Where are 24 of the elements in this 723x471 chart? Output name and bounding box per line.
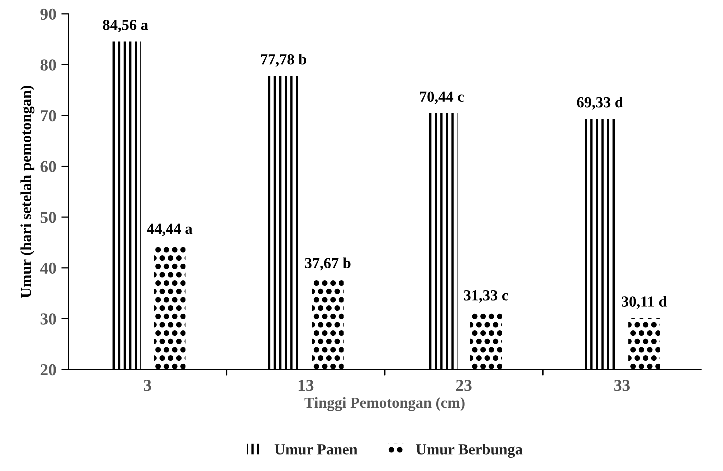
data-label: 77,78 b bbox=[261, 54, 307, 67]
y-tick-label: 60 bbox=[40, 161, 56, 172]
y-tick-label: 90 bbox=[40, 8, 56, 20]
data-label: 84,56 a bbox=[103, 20, 148, 33]
y-tick-label: 40 bbox=[40, 262, 56, 274]
legend-label: Umur Panen bbox=[274, 444, 358, 455]
y-tick-label: 30 bbox=[40, 314, 56, 325]
y-tick-label: 20 bbox=[40, 364, 56, 376]
x-axis-title: Tinggi Pemotongan (cm) bbox=[304, 397, 465, 412]
x-tick-label: 13 bbox=[298, 380, 314, 392]
y-axis-title: Umur (hari setelah pemotongan) bbox=[20, 86, 35, 298]
data-label: 31,33 c bbox=[464, 290, 508, 303]
y-tick-label: 70 bbox=[41, 110, 56, 122]
x-tick-label: 23 bbox=[456, 380, 472, 392]
data-label: 70,44 c bbox=[420, 92, 464, 104]
y-tick-label: 80 bbox=[40, 60, 56, 71]
data-label: 69,33 d bbox=[577, 96, 624, 110]
data-label: 44,44 a bbox=[147, 224, 193, 236]
data-label: 30,11 d bbox=[622, 296, 668, 310]
x-tick-label: 3 bbox=[144, 380, 152, 392]
data-label: 37,67 b bbox=[305, 258, 351, 271]
y-tick-label: 50 bbox=[40, 212, 56, 224]
x-tick-label: 33 bbox=[614, 380, 630, 392]
legend-label: Umur Berbunga bbox=[416, 444, 523, 458]
